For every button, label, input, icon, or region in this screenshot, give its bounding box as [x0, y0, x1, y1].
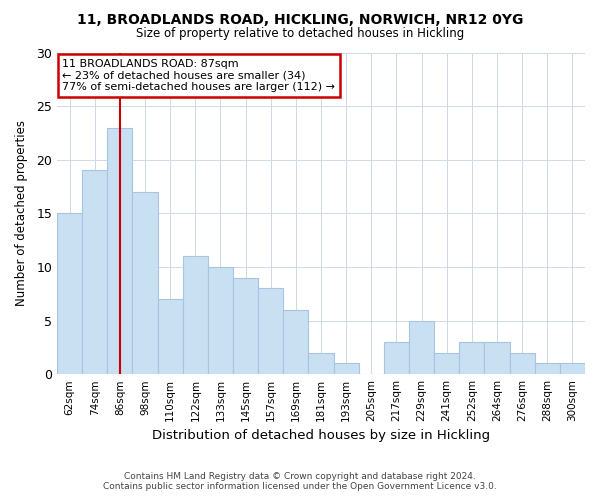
Bar — [509, 352, 535, 374]
Bar — [208, 267, 233, 374]
Y-axis label: Number of detached properties: Number of detached properties — [15, 120, 28, 306]
Bar — [384, 342, 409, 374]
Bar — [535, 364, 560, 374]
Bar — [258, 288, 283, 374]
Bar — [57, 214, 82, 374]
Text: Contains HM Land Registry data © Crown copyright and database right 2024.
Contai: Contains HM Land Registry data © Crown c… — [103, 472, 497, 491]
Text: 11 BROADLANDS ROAD: 87sqm
← 23% of detached houses are smaller (34)
77% of semi-: 11 BROADLANDS ROAD: 87sqm ← 23% of detac… — [62, 59, 335, 92]
Bar — [560, 364, 585, 374]
X-axis label: Distribution of detached houses by size in Hickling: Distribution of detached houses by size … — [152, 430, 490, 442]
Bar — [308, 352, 334, 374]
Bar — [460, 342, 484, 374]
Bar — [82, 170, 107, 374]
Bar — [233, 278, 258, 374]
Text: Size of property relative to detached houses in Hickling: Size of property relative to detached ho… — [136, 28, 464, 40]
Bar — [434, 352, 460, 374]
Bar — [183, 256, 208, 374]
Text: 11, BROADLANDS ROAD, HICKLING, NORWICH, NR12 0YG: 11, BROADLANDS ROAD, HICKLING, NORWICH, … — [77, 12, 523, 26]
Bar — [158, 299, 183, 374]
Bar — [107, 128, 133, 374]
Bar — [133, 192, 158, 374]
Bar — [334, 364, 359, 374]
Bar — [484, 342, 509, 374]
Bar — [409, 320, 434, 374]
Bar — [283, 310, 308, 374]
